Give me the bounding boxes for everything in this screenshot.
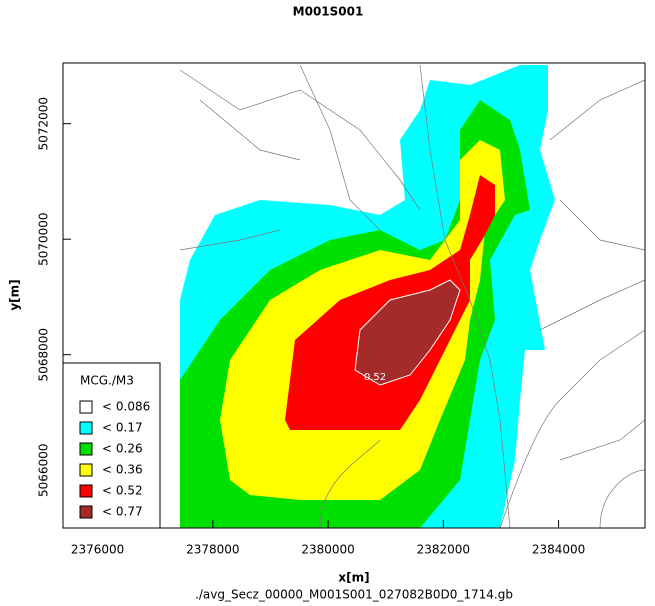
y-tick-label: 5068000 bbox=[37, 328, 51, 381]
x-tick-label: 2378000 bbox=[186, 543, 239, 557]
legend-title: MCG./M3 bbox=[80, 374, 134, 388]
contour-line bbox=[354, 279, 461, 386]
legend-label: < 0.17 bbox=[102, 421, 143, 435]
legend: < 0.086 < 0.17 < 0.26 < 0.36 < 0.52 < 0.77 bbox=[79, 400, 150, 519]
legend-box bbox=[62, 362, 161, 529]
y-tick-label: 5066000 bbox=[37, 444, 51, 497]
legend-swatch bbox=[79, 463, 93, 477]
contour-label: 0.52 bbox=[364, 372, 386, 383]
legend-swatch bbox=[79, 505, 93, 519]
x-tick-label: 2382000 bbox=[417, 543, 470, 557]
legend-swatch bbox=[79, 484, 93, 498]
legend-label: < 0.086 bbox=[102, 400, 150, 414]
x-tick-label: 2384000 bbox=[532, 543, 585, 557]
y-tick-label: 5070000 bbox=[37, 212, 51, 265]
x-axis-label: x[m] bbox=[338, 571, 369, 585]
y-tick-label: 5072000 bbox=[37, 97, 51, 150]
legend-swatch bbox=[79, 421, 93, 435]
plot-frame bbox=[62, 62, 646, 529]
legend-label: < 0.77 bbox=[102, 505, 143, 519]
chart-title: M001S001 bbox=[293, 5, 364, 19]
contour-regions bbox=[180, 65, 555, 528]
legend-label: < 0.52 bbox=[102, 484, 143, 498]
legend-swatch bbox=[79, 400, 93, 414]
x-tick-label: 2380000 bbox=[301, 543, 354, 557]
legend-label: < 0.36 bbox=[102, 463, 143, 477]
y-axis-label: y[m] bbox=[8, 279, 22, 310]
footer: ./avg_Secz_00000_M001S001_027082B0D0_171… bbox=[195, 588, 513, 602]
legend-label: < 0.26 bbox=[102, 442, 143, 456]
contour-region bbox=[355, 280, 460, 385]
x-tick-label: 2376000 bbox=[71, 543, 124, 557]
legend-swatch bbox=[79, 442, 93, 456]
map-lines bbox=[179, 64, 646, 529]
axes: 2376000 2378000 2380000 2382000 2384000 50660… bbox=[37, 97, 586, 557]
